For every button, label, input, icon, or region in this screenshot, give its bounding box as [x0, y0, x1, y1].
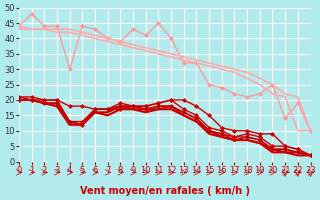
X-axis label: Vent moyen/en rafales ( km/h ): Vent moyen/en rafales ( km/h )	[80, 186, 250, 196]
